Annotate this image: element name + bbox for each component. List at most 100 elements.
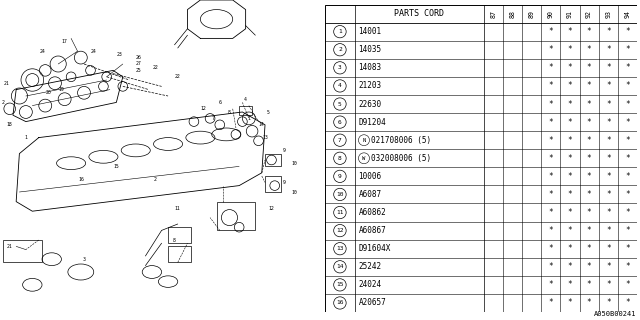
Text: 18: 18 — [7, 122, 13, 127]
Text: *: * — [548, 226, 553, 235]
Text: 6: 6 — [338, 120, 342, 124]
Text: *: * — [587, 81, 591, 91]
Text: *: * — [568, 208, 572, 217]
Text: A60862: A60862 — [358, 208, 386, 217]
Text: *: * — [568, 63, 572, 72]
Text: *: * — [568, 299, 572, 308]
Text: 21203: 21203 — [358, 81, 381, 91]
Text: 15: 15 — [336, 282, 344, 287]
Text: *: * — [568, 244, 572, 253]
Text: 87: 87 — [491, 10, 497, 18]
Text: *: * — [548, 154, 553, 163]
Text: 90: 90 — [548, 10, 554, 18]
Text: *: * — [625, 45, 630, 54]
Text: 21: 21 — [7, 244, 13, 249]
Text: D91204: D91204 — [358, 117, 386, 127]
Text: A20657: A20657 — [358, 299, 386, 308]
Text: 6: 6 — [218, 100, 221, 105]
Text: 3: 3 — [83, 257, 86, 262]
Text: 12: 12 — [269, 205, 275, 211]
Text: *: * — [568, 81, 572, 91]
Text: *: * — [548, 280, 553, 289]
Text: 94: 94 — [624, 10, 630, 18]
Text: *: * — [548, 81, 553, 91]
Text: *: * — [548, 63, 553, 72]
Text: *: * — [606, 117, 611, 127]
Text: 14083: 14083 — [358, 63, 381, 72]
Text: 2: 2 — [2, 100, 4, 105]
Text: 14: 14 — [259, 122, 265, 127]
Text: *: * — [625, 81, 630, 91]
Text: *: * — [548, 208, 553, 217]
Text: 9: 9 — [283, 148, 286, 153]
Text: 5: 5 — [338, 101, 342, 107]
Text: 24: 24 — [39, 49, 45, 54]
Text: PARTS CORD: PARTS CORD — [394, 9, 444, 18]
Text: 19: 19 — [58, 87, 64, 92]
Text: 9: 9 — [338, 174, 342, 179]
Text: 17: 17 — [62, 39, 67, 44]
Text: *: * — [587, 262, 591, 271]
Text: *: * — [587, 226, 591, 235]
Text: *: * — [587, 190, 591, 199]
Text: *: * — [587, 63, 591, 72]
Text: 15: 15 — [113, 164, 119, 169]
Text: 88: 88 — [509, 10, 516, 18]
Text: 92: 92 — [586, 10, 592, 18]
Text: *: * — [548, 100, 553, 108]
Text: 14035: 14035 — [358, 45, 381, 54]
Text: 13: 13 — [336, 246, 344, 251]
Text: *: * — [568, 262, 572, 271]
Text: 8: 8 — [338, 156, 342, 161]
Text: 23: 23 — [116, 52, 122, 57]
Text: *: * — [625, 226, 630, 235]
Text: *: * — [568, 172, 572, 181]
Text: *: * — [568, 280, 572, 289]
Text: *: * — [587, 244, 591, 253]
Text: 1: 1 — [24, 135, 28, 140]
Text: *: * — [625, 208, 630, 217]
Text: *: * — [548, 190, 553, 199]
Text: *: * — [587, 154, 591, 163]
Text: 26
27: 26 27 — [136, 55, 142, 66]
Text: 25: 25 — [136, 68, 142, 73]
Text: *: * — [625, 63, 630, 72]
Text: 14: 14 — [336, 264, 344, 269]
Text: 4: 4 — [338, 84, 342, 88]
Bar — [168, 227, 191, 243]
Text: *: * — [625, 172, 630, 181]
Text: *: * — [568, 117, 572, 127]
Text: 1: 1 — [338, 29, 342, 34]
Text: *: * — [625, 299, 630, 308]
Text: 10: 10 — [291, 161, 297, 166]
Text: 16: 16 — [78, 177, 84, 182]
Text: 5: 5 — [267, 109, 269, 115]
Text: *: * — [587, 117, 591, 127]
Text: 22: 22 — [152, 65, 158, 70]
Bar — [265, 176, 281, 192]
Text: *: * — [606, 81, 611, 91]
Text: 14001: 14001 — [358, 27, 381, 36]
Text: *: * — [568, 45, 572, 54]
Text: *: * — [606, 208, 611, 217]
Text: 22: 22 — [175, 74, 180, 79]
Text: *: * — [606, 190, 611, 199]
Text: *: * — [548, 117, 553, 127]
Text: *: * — [548, 262, 553, 271]
Text: *: * — [625, 244, 630, 253]
Text: *: * — [625, 136, 630, 145]
Text: 7: 7 — [212, 116, 215, 121]
Bar — [216, 202, 255, 230]
Text: 21: 21 — [4, 81, 10, 86]
Text: *: * — [625, 190, 630, 199]
Text: 9: 9 — [283, 180, 286, 185]
Text: *: * — [625, 27, 630, 36]
Text: *: * — [606, 244, 611, 253]
Text: 10: 10 — [336, 192, 344, 197]
Text: 7: 7 — [338, 138, 342, 143]
Text: *: * — [606, 136, 611, 145]
Text: *: * — [606, 63, 611, 72]
Text: 91: 91 — [567, 10, 573, 18]
Text: A050B00241: A050B00241 — [595, 311, 637, 317]
Text: *: * — [625, 280, 630, 289]
